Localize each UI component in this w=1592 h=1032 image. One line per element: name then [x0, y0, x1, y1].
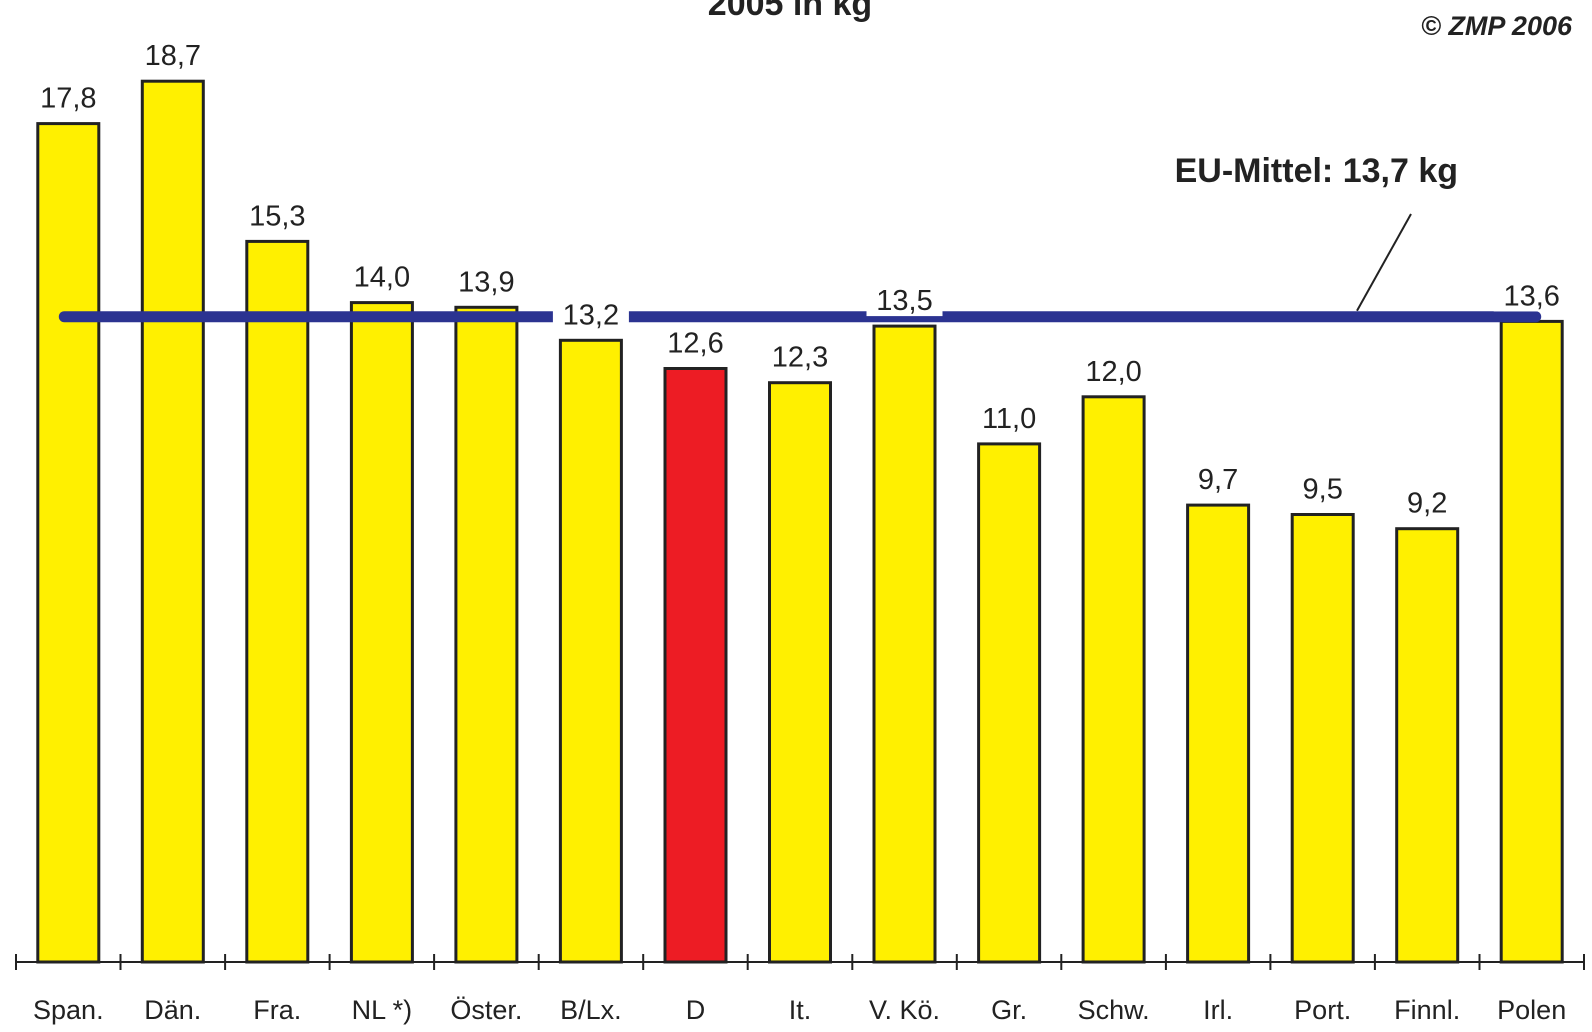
value-label-5: 13,2 — [563, 299, 619, 331]
copyright-credit: © ZMP 2006 — [1421, 11, 1573, 41]
value-label-9: 11,0 — [982, 403, 1036, 435]
category-label-12: Port. — [1294, 995, 1351, 1025]
category-label-5: B/Lx. — [560, 995, 622, 1025]
category-label-0: Span. — [33, 995, 104, 1025]
bar-12 — [1290, 513, 1355, 964]
value-label-backdrop-8 — [866, 283, 943, 317]
chart-title: 2005 in kg — [708, 0, 872, 23]
value-label-10: 12,0 — [1085, 356, 1141, 388]
average-line-group: EU-Mittel: 13,7 kg — [58, 152, 1542, 323]
value-label-3: 14,0 — [354, 262, 410, 294]
value-label-2: 15,3 — [249, 200, 305, 232]
bar-13 — [1395, 527, 1460, 964]
value-label-11: 9,7 — [1198, 464, 1238, 496]
category-label-8: V. Kö. — [869, 995, 940, 1025]
category-label-7: It. — [789, 995, 812, 1025]
value-label-backdrop-5 — [552, 297, 629, 331]
bar-3 — [349, 301, 414, 964]
category-label-1: Dän. — [144, 995, 201, 1025]
value-label-14: 13,6 — [1503, 280, 1559, 312]
value-label-13: 9,2 — [1407, 488, 1447, 520]
category-label-6: D — [686, 995, 706, 1025]
category-label-4: Öster. — [450, 995, 522, 1025]
bar-10 — [1081, 395, 1146, 964]
bar-0 — [36, 122, 101, 964]
value-label-1: 18,7 — [145, 40, 201, 72]
value-label-4: 13,9 — [458, 266, 514, 298]
bar-7 — [768, 381, 832, 964]
bar-14 — [1499, 319, 1564, 964]
bar-5 — [558, 338, 623, 964]
average-callout-line — [1356, 213, 1412, 312]
value-label-12: 9,5 — [1303, 474, 1343, 506]
average-label: EU-Mittel: 13,7 kg — [1175, 152, 1458, 190]
value-label-6: 12,6 — [667, 328, 723, 360]
bar-1 — [140, 79, 205, 964]
bar-9 — [977, 442, 1042, 964]
category-label-14: Polen — [1497, 995, 1566, 1025]
bar-6 — [663, 367, 728, 964]
value-label-8: 13,5 — [876, 285, 932, 317]
value-label-backdrop-14 — [1493, 278, 1570, 312]
bars-group — [36, 79, 1564, 964]
value-label-0: 17,8 — [40, 83, 96, 115]
category-label-11: Irl. — [1203, 995, 1233, 1025]
x-axis: Span. Dän. Fra. NL *) Öster. B/Lx. D It. V. Kö. G… — [15, 954, 1585, 1025]
category-label-9: Gr. — [991, 995, 1027, 1025]
bar-11 — [1186, 503, 1251, 964]
bar-2 — [245, 239, 310, 964]
value-labels-group: 17,8 18,7 15,3 14,0 13,9 13,2 12,6 12,3 13,5 11,0… — [40, 40, 1570, 520]
bar-4 — [454, 305, 519, 964]
category-label-2: Fra. — [253, 995, 301, 1025]
category-label-3: NL *) — [352, 995, 413, 1025]
bar-8 — [872, 324, 937, 964]
category-label-10: Schw. — [1078, 995, 1150, 1025]
category-label-13: Finnl. — [1394, 995, 1460, 1025]
value-label-7: 12,3 — [772, 342, 828, 374]
